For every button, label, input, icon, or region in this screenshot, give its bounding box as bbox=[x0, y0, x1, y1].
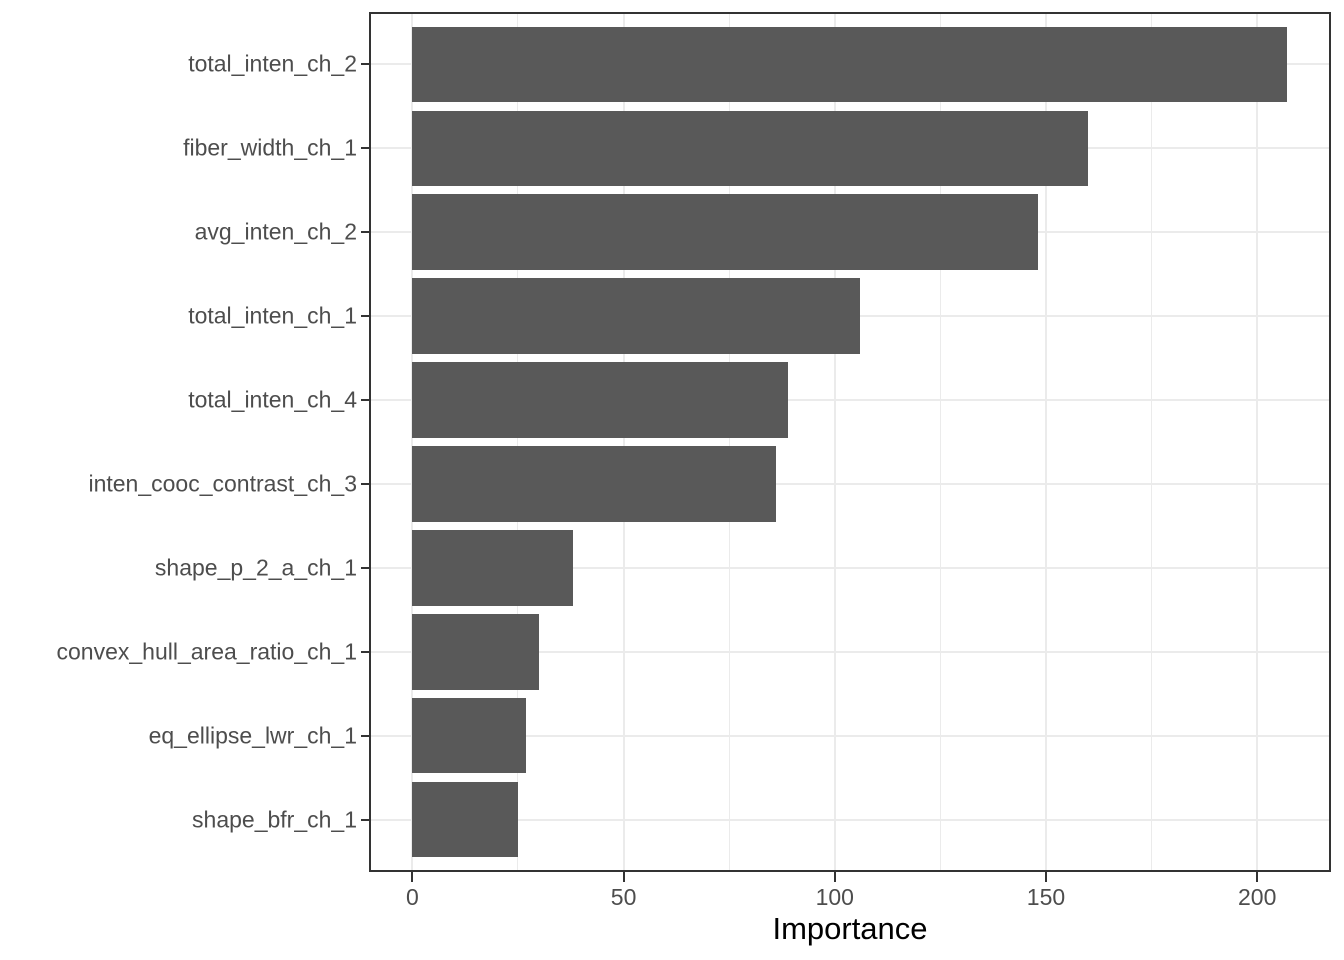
importance-bar bbox=[412, 530, 573, 606]
y-tick-mark bbox=[361, 818, 371, 821]
gridline-major-y bbox=[371, 734, 1329, 737]
gridline-major-y bbox=[371, 399, 1329, 402]
plot-panel bbox=[369, 12, 1331, 872]
y-tick-label: avg_inten_ch_2 bbox=[194, 218, 357, 245]
x-tick-label: 50 bbox=[610, 884, 637, 910]
gridline-minor-x bbox=[517, 14, 519, 870]
x-tick-mark bbox=[622, 872, 625, 882]
y-tick-label: total_inten_ch_2 bbox=[188, 50, 357, 77]
importance-bar bbox=[412, 110, 1089, 187]
importance-bar bbox=[412, 278, 861, 354]
gridline-minor-x bbox=[728, 14, 730, 870]
gridline-minor-x bbox=[939, 14, 941, 870]
y-tick-label: total_inten_ch_1 bbox=[188, 302, 357, 329]
importance-bar bbox=[412, 362, 789, 438]
y-tick-label: shape_bfr_ch_1 bbox=[192, 806, 357, 833]
y-tick-label: total_inten_ch_4 bbox=[188, 386, 357, 413]
importance-bar bbox=[412, 614, 540, 690]
importance-bar bbox=[412, 194, 1038, 270]
x-tick-mark bbox=[1256, 872, 1259, 882]
x-tick-label: 0 bbox=[405, 884, 419, 910]
y-tick-mark bbox=[361, 315, 371, 318]
x-tick-label: 100 bbox=[815, 884, 854, 910]
y-tick-mark bbox=[361, 482, 371, 485]
y-tick-mark bbox=[361, 566, 371, 569]
gridline-major-x bbox=[622, 14, 625, 870]
y-tick-mark bbox=[361, 147, 371, 150]
y-tick-mark bbox=[361, 399, 371, 402]
y-tick-label: fiber_width_ch_1 bbox=[183, 134, 357, 161]
x-axis-title: Importance bbox=[772, 911, 928, 946]
y-tick-label: inten_cooc_contrast_ch_3 bbox=[88, 470, 357, 497]
importance-bar bbox=[412, 26, 1287, 103]
gridline-major-y bbox=[371, 650, 1329, 653]
y-tick-mark bbox=[361, 734, 371, 737]
y-tick-mark bbox=[361, 63, 371, 66]
gridline-major-y bbox=[371, 566, 1329, 569]
y-tick-mark bbox=[361, 231, 371, 234]
gridline-major-x bbox=[1044, 14, 1047, 870]
gridline-major-y bbox=[371, 482, 1329, 485]
importance-bar bbox=[412, 446, 776, 522]
x-tick-label: 200 bbox=[1238, 884, 1277, 910]
x-tick-mark bbox=[411, 872, 414, 882]
y-tick-mark bbox=[361, 650, 371, 653]
y-tick-label: convex_hull_area_ratio_ch_1 bbox=[56, 638, 358, 665]
gridline-major-x bbox=[411, 14, 414, 870]
gridline-major-x bbox=[1256, 14, 1259, 870]
gridline-major-y bbox=[371, 818, 1329, 821]
importance-bar bbox=[412, 697, 527, 774]
importance-bar bbox=[412, 781, 518, 858]
y-tick-label: shape_p_2_a_ch_1 bbox=[154, 554, 357, 581]
y-tick-label: eq_ellipse_lwr_ch_1 bbox=[148, 722, 357, 749]
x-tick-mark bbox=[833, 872, 836, 882]
gridline-minor-x bbox=[1151, 14, 1153, 870]
x-tick-label: 150 bbox=[1026, 884, 1066, 910]
x-tick-mark bbox=[1044, 872, 1047, 882]
gridline-major-x bbox=[833, 14, 836, 870]
